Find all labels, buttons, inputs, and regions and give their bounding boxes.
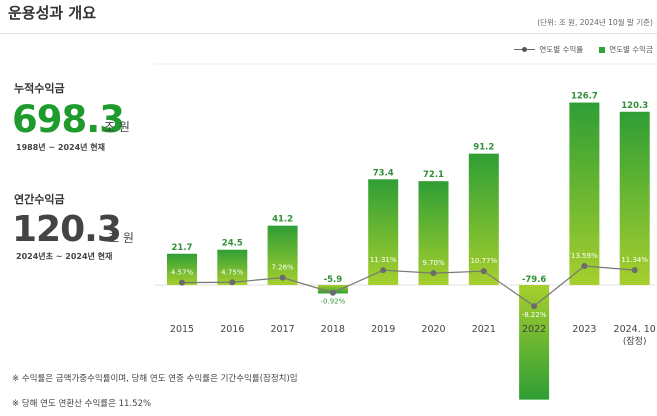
rate-value-label: 11.31%	[370, 256, 397, 264]
rate-value-label: 4.57%	[171, 269, 194, 277]
rate-point	[329, 289, 336, 296]
cumulative-unit: 조 원	[104, 120, 130, 134]
bar-value-label: 72.1	[423, 170, 444, 180]
rate-line	[181, 265, 635, 307]
x-tick-label: 2020	[421, 324, 445, 335]
x-tick-label: 2022	[522, 324, 546, 335]
rate-value-label: 13.59%	[571, 252, 598, 260]
unit-note: (단위: 조 원, 2024년 10월 말 기준)	[537, 18, 653, 27]
rate-point	[531, 303, 538, 310]
x-tick-label: 2015	[170, 324, 194, 335]
legend-bar-icon	[599, 46, 606, 53]
x-tick-label: 2016	[220, 324, 244, 335]
x-tick-note: (잠정)	[623, 336, 647, 347]
annual-period: 2024년초 ~ 2024년 현재	[16, 252, 113, 261]
x-tick-label: 2019	[371, 324, 395, 335]
rate-point	[179, 279, 185, 286]
rate-point	[229, 279, 236, 286]
cumulative-period: 1988년 ~ 2024년 현재	[16, 143, 106, 152]
legend-line-icon	[514, 48, 523, 51]
bar-value-label: 41.2	[272, 215, 293, 225]
bar-2018	[317, 285, 348, 294]
header-divider	[0, 33, 657, 34]
footnote-2: ※ 당해 연도 연환산 수익률은 11.52%	[12, 399, 152, 409]
bar-2023	[569, 102, 600, 285]
page-title: 운용성과 개요	[8, 4, 97, 22]
bar-value-label: -79.6	[522, 275, 547, 285]
rate-point	[380, 267, 387, 274]
bar-202410	[619, 111, 650, 285]
rate-point	[631, 267, 638, 274]
footnote-1: ※ 수익률은 금액가중수익률이며, 당해 연도 연중 수익률은 기간수익률(잠정…	[12, 374, 298, 384]
rate-point	[279, 274, 286, 281]
rate-value-label: 11.34%	[621, 256, 648, 264]
rate-value-label: -8.22%	[522, 311, 547, 319]
rate-value-label: 7.26%	[271, 264, 294, 272]
annual-label: 연간수익금	[14, 193, 65, 206]
rate-value-label: -0.92%	[321, 298, 346, 306]
bar-value-label: 91.2	[473, 143, 494, 153]
rate-point	[581, 262, 588, 269]
legend-dot-icon	[522, 47, 528, 52]
x-tick-label: 2023	[572, 324, 596, 335]
legend-rate: 연도별 수익률	[514, 44, 583, 55]
annual-unit: 조 원	[108, 231, 134, 245]
bar-2021	[468, 153, 499, 285]
rate-value-label: 4.75%	[221, 268, 244, 276]
rate-value-label: 9.70%	[422, 259, 445, 267]
x-tick-label: 2018	[321, 324, 345, 335]
legend-bars: 연도별 수익금	[599, 44, 653, 55]
bar-series: 21.7 24.5 41.2 -5.9 73.4 72.1 91.2 -79.6 126.7 12…	[167, 92, 650, 400]
bar-value-label: 24.5	[222, 239, 243, 249]
legend-bar-label: 연도별 수익금	[609, 45, 653, 54]
bar-2022	[519, 285, 550, 400]
bar-2020	[418, 181, 449, 285]
chart-legend: 연도별 수익률 연도별 수익금	[514, 44, 653, 55]
cumulative-value: 698.3	[12, 98, 125, 141]
cumulative-label: 누적수익금	[14, 82, 65, 95]
x-axis: 2015 2016 2017 2018 2019 2020 2021 2022 2023 2024…	[170, 324, 656, 347]
legend-rate-label: 연도별 수익률	[539, 45, 584, 54]
bar-value-label: 21.7	[172, 243, 193, 253]
legend-line-icon	[527, 48, 536, 51]
rate-point	[430, 270, 437, 277]
x-tick-label: 2017	[271, 324, 295, 335]
bar-value-label: 120.3	[621, 101, 648, 111]
annual-value: 120.3	[12, 209, 122, 250]
rate-point	[480, 268, 487, 275]
bar-value-label: 126.7	[571, 92, 598, 102]
bar-2016	[217, 249, 248, 285]
x-tick-label: 2024. 10	[614, 324, 656, 335]
rate-series: 4.57% 4.75% 7.26% -0.92% 11.31% 9.70% 10.77% -8…	[171, 252, 649, 319]
bar-value-label: 73.4	[373, 168, 394, 178]
bar-value-label: -5.9	[324, 275, 343, 285]
x-tick-label: 2021	[472, 324, 496, 335]
rate-value-label: 10.77%	[470, 257, 497, 265]
